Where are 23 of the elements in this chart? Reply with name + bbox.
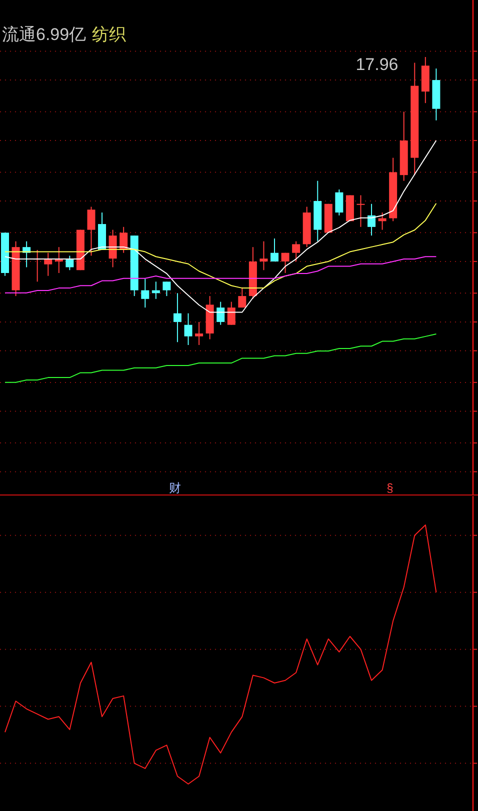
annotation: 17.96 — [356, 55, 398, 74]
candlestick — [184, 312, 192, 346]
candlestick — [292, 240, 300, 262]
candlestick — [270, 238, 278, 262]
candlestick — [216, 301, 225, 326]
candlestick — [120, 226, 128, 254]
text: 纺织 — [92, 25, 126, 44]
candlestick — [356, 194, 365, 228]
candlestick — [260, 240, 268, 271]
candlestick — [227, 301, 236, 326]
candlestick — [335, 188, 344, 216]
text: 流通6.99亿 — [2, 25, 86, 44]
candlestick — [195, 321, 204, 346]
candlestick — [141, 278, 150, 308]
candlestick — [368, 203, 376, 236]
candlestick — [162, 281, 171, 297]
text: 财 — [169, 481, 181, 495]
candlestick — [173, 292, 182, 343]
candlestick — [87, 206, 96, 256]
candlestick — [238, 286, 246, 308]
text: § — [386, 481, 394, 495]
candlestick — [108, 229, 117, 268]
candlestick — [281, 252, 290, 274]
